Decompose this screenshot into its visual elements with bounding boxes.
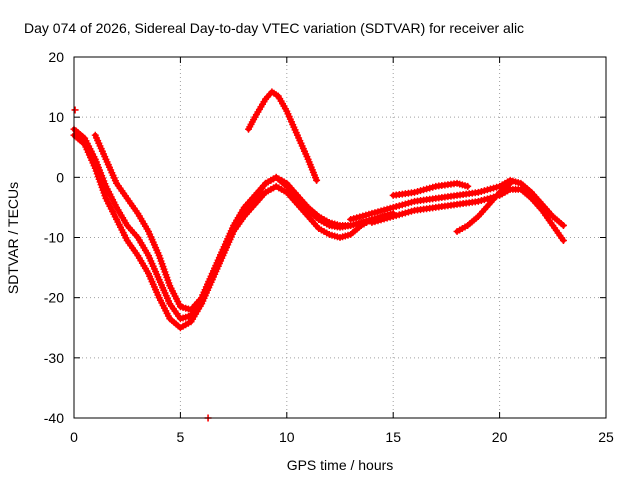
data-point bbox=[380, 206, 388, 214]
data-point bbox=[392, 212, 400, 220]
x-tick-label: 25 bbox=[598, 429, 614, 445]
data-point bbox=[365, 210, 373, 218]
data-point bbox=[477, 197, 485, 205]
data-point bbox=[407, 207, 415, 215]
data-point bbox=[356, 213, 364, 221]
data-point bbox=[374, 217, 382, 225]
data-point bbox=[398, 210, 406, 218]
data-point bbox=[483, 186, 491, 194]
data-point bbox=[474, 197, 482, 205]
x-tick-label: 10 bbox=[279, 429, 295, 445]
data-point bbox=[395, 202, 403, 210]
data-point bbox=[377, 216, 385, 224]
y-axis-label: SDTVAR / TECUs bbox=[5, 182, 21, 294]
data-point bbox=[362, 211, 370, 219]
series-track-3 bbox=[91, 131, 354, 314]
data-point bbox=[426, 184, 434, 192]
ticks: 0 5 10 15 20 25 -40 -30 -20 -10 0 10 20 bbox=[44, 49, 614, 445]
x-tick-label: 5 bbox=[177, 429, 185, 445]
y-tick-label: -10 bbox=[44, 230, 64, 246]
data-point bbox=[368, 218, 376, 226]
data-point bbox=[483, 195, 491, 203]
data-point bbox=[401, 209, 409, 217]
data-point bbox=[386, 204, 394, 212]
data-point bbox=[395, 211, 403, 219]
data-point bbox=[389, 212, 397, 220]
data-point bbox=[474, 188, 482, 196]
data-point bbox=[420, 186, 428, 194]
data-point bbox=[347, 221, 355, 229]
data-point bbox=[371, 209, 379, 217]
series-track-7 bbox=[389, 179, 471, 199]
data-point bbox=[398, 201, 406, 209]
data-point bbox=[371, 218, 379, 226]
data-point bbox=[374, 208, 382, 216]
data-point bbox=[377, 207, 385, 215]
data-point bbox=[383, 205, 391, 213]
data-point bbox=[347, 215, 355, 223]
data-point bbox=[414, 188, 422, 196]
data-point bbox=[313, 176, 321, 184]
data-point bbox=[404, 199, 412, 207]
outlier-point bbox=[71, 106, 79, 114]
data-point bbox=[480, 196, 488, 204]
data-point bbox=[417, 187, 425, 195]
data-point bbox=[559, 221, 567, 229]
data-point bbox=[383, 214, 391, 222]
data-point bbox=[359, 212, 367, 220]
data-point bbox=[486, 185, 494, 193]
data-point bbox=[404, 208, 412, 216]
data-point bbox=[392, 203, 400, 211]
data-point bbox=[407, 198, 415, 206]
data-point bbox=[493, 183, 501, 191]
data-point bbox=[559, 237, 567, 245]
y-tick-label: 20 bbox=[48, 49, 64, 65]
data-point bbox=[477, 188, 485, 196]
data-point bbox=[386, 213, 394, 221]
y-tick-label: -20 bbox=[44, 290, 64, 306]
series-track-5 bbox=[347, 176, 566, 228]
y-tick-label: 0 bbox=[56, 169, 64, 185]
y-tick-label: 10 bbox=[48, 109, 64, 125]
data-point bbox=[368, 209, 376, 217]
data-points bbox=[70, 88, 567, 422]
data-point bbox=[350, 215, 358, 223]
data-point bbox=[389, 203, 397, 211]
data-point bbox=[380, 215, 388, 223]
data-point bbox=[353, 214, 361, 222]
data-point bbox=[401, 200, 409, 208]
chart-title: Day 074 of 2026, Sidereal Day-to-day VTE… bbox=[24, 20, 524, 36]
data-point bbox=[423, 185, 431, 193]
data-point bbox=[490, 184, 498, 192]
y-tick-label: -30 bbox=[44, 350, 64, 366]
data-point bbox=[429, 183, 437, 191]
y-tick-label: -40 bbox=[44, 410, 64, 426]
series-track-4 bbox=[244, 88, 320, 183]
x-tick-label: 0 bbox=[70, 429, 78, 445]
x-axis-label: GPS time / hours bbox=[287, 457, 394, 473]
series-track-8 bbox=[453, 180, 513, 235]
data-point bbox=[506, 179, 514, 187]
data-point bbox=[464, 182, 472, 190]
x-tick-label: 15 bbox=[385, 429, 401, 445]
x-tick-label: 20 bbox=[492, 429, 508, 445]
data-point bbox=[480, 187, 488, 195]
data-point bbox=[410, 188, 418, 196]
